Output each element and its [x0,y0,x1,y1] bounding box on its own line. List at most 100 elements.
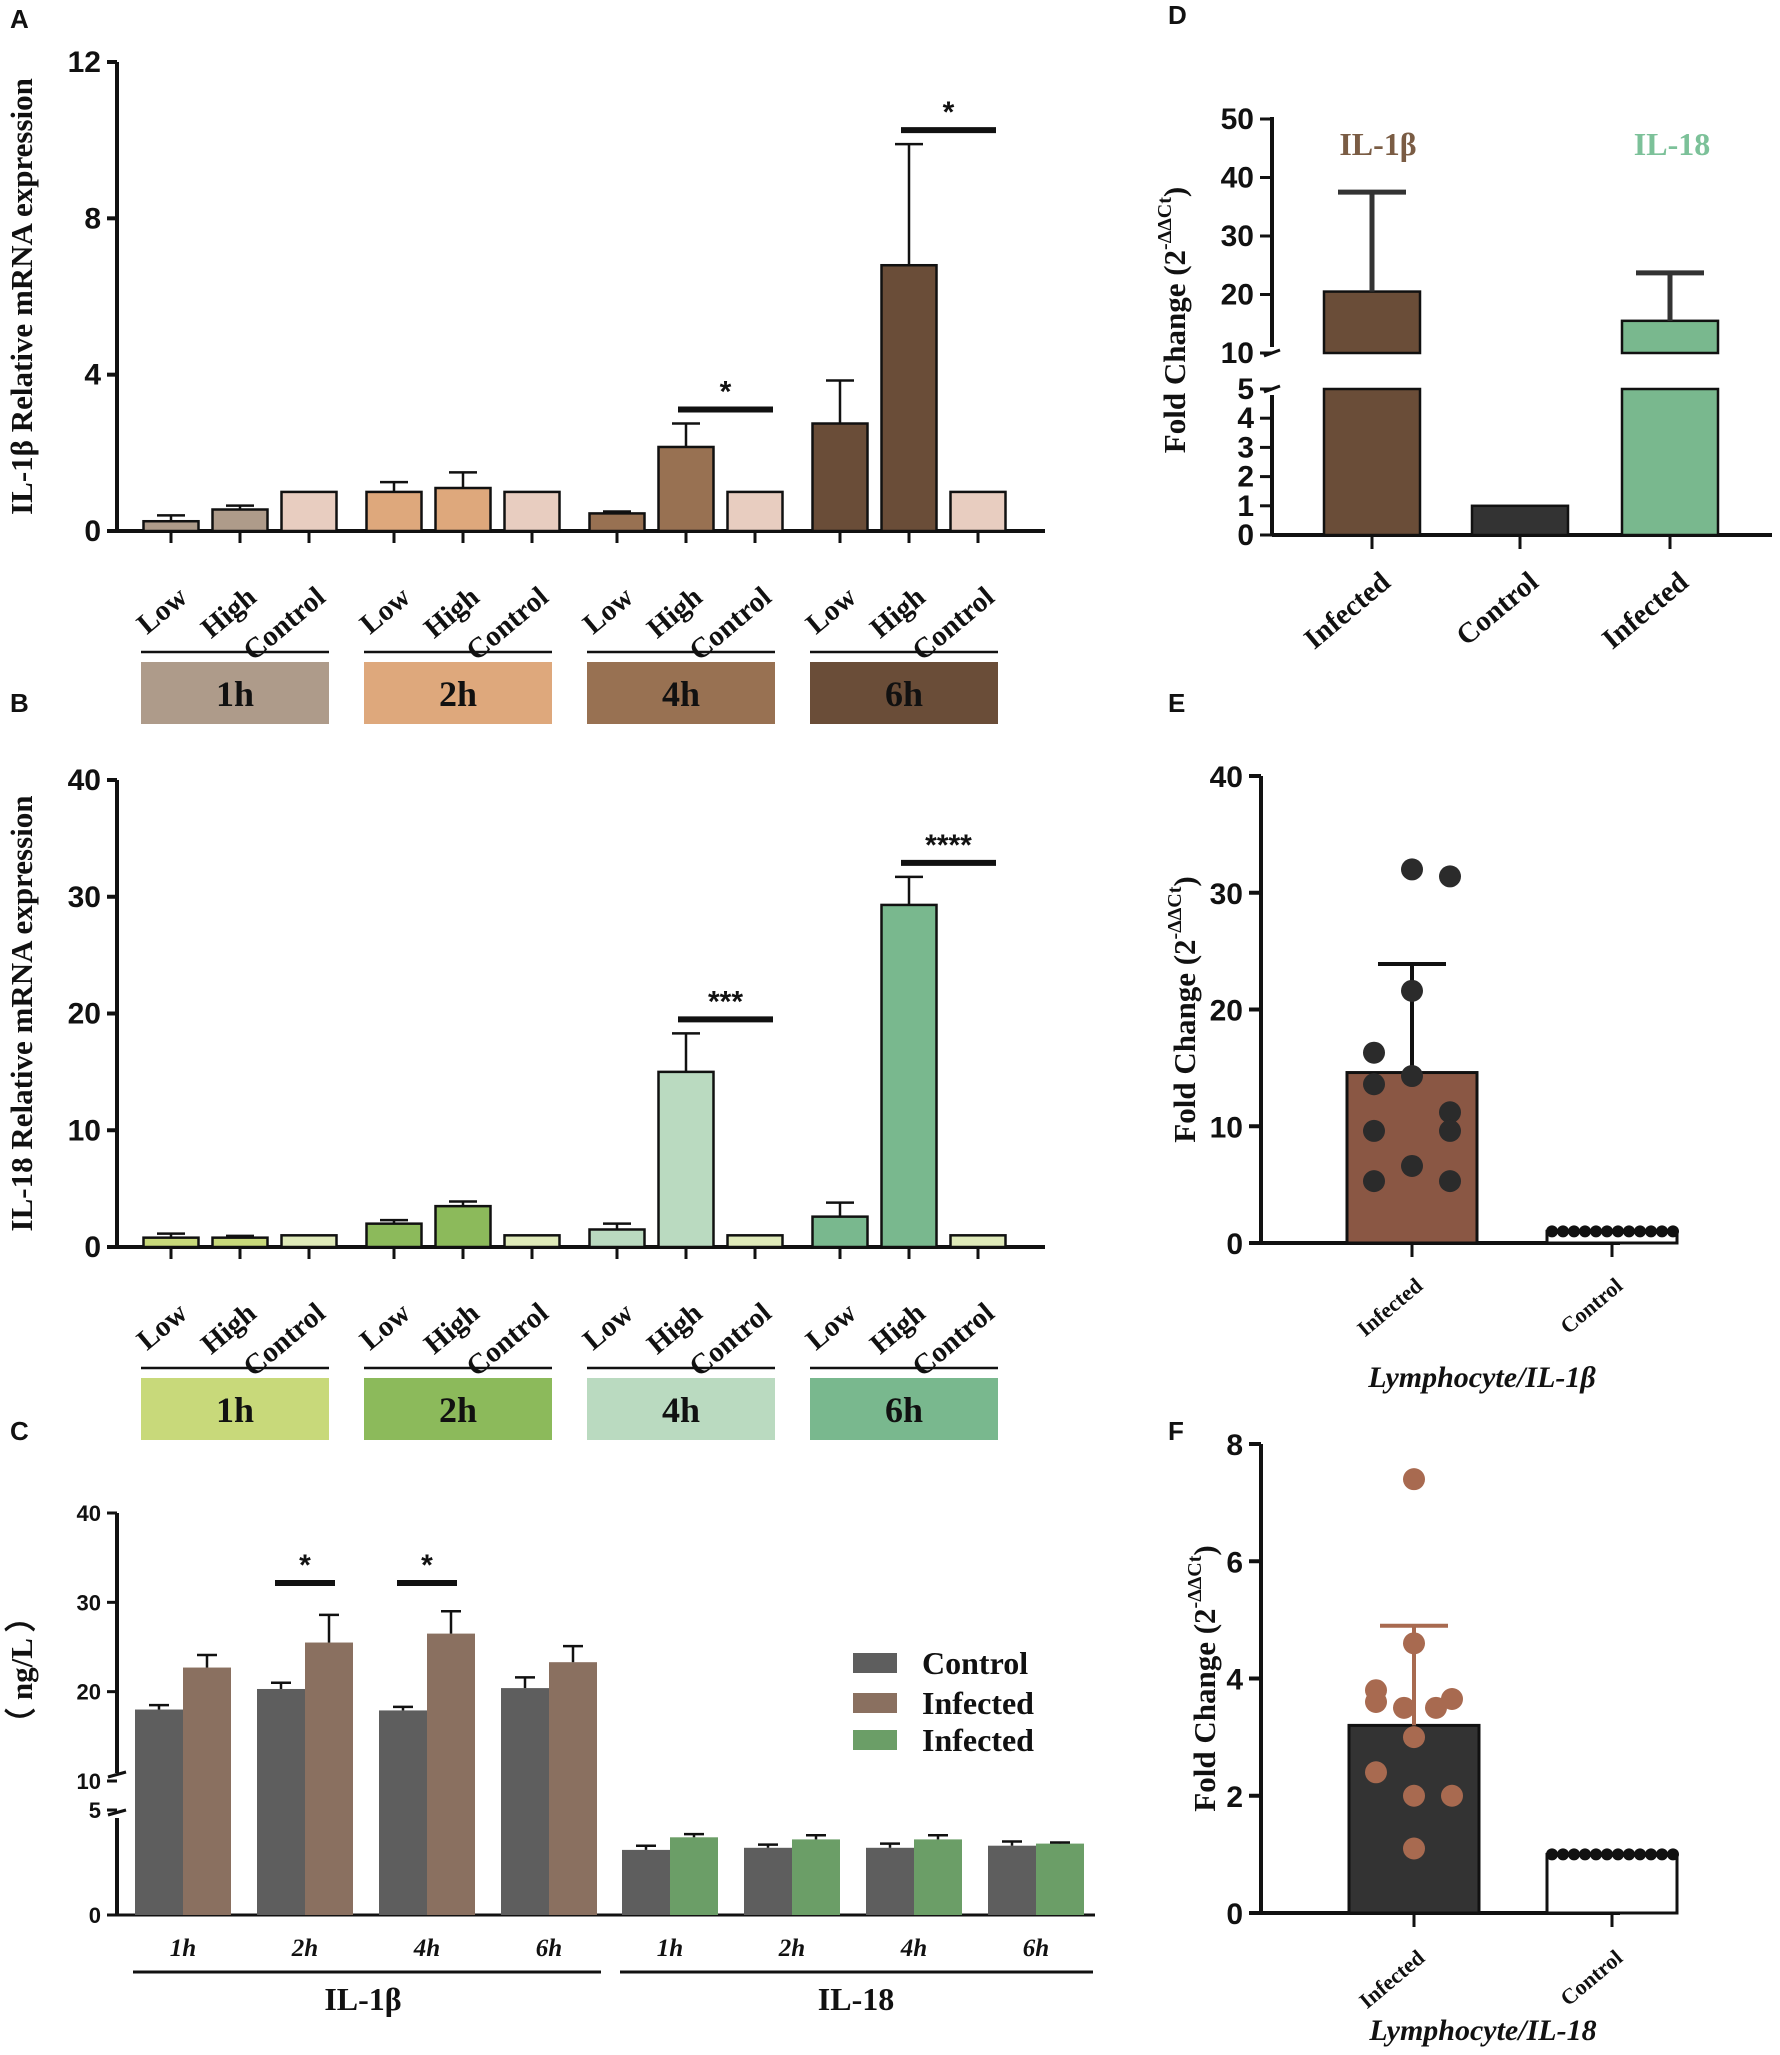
legend-swatch [853,1653,897,1673]
data-point [1667,1848,1679,1861]
bar [280,1234,338,1249]
chart-e: 0 10 20 30 40 Fold Change (2-ΔΔCt) Infected Con… [1164,761,1679,1394]
y-tick-label: 6 [1226,1546,1243,1579]
data-point [1601,1225,1613,1238]
axis-break-mark [107,1808,127,1817]
bar-control [866,1847,914,1915]
y-tick-label: 20 [1221,279,1254,312]
x-tick-label: 2h [778,1935,805,1962]
data-point [1645,1225,1657,1238]
data-point [1403,1632,1425,1655]
x-tick-label: Infected [1354,1945,1429,2014]
data-point [1579,1225,1591,1238]
data-point [1568,1848,1580,1861]
bar [211,1236,269,1249]
data-point [1590,1225,1602,1238]
y-tick-label: 0 [84,515,101,548]
panel-label-b: B [10,688,29,718]
bar [365,1222,423,1249]
x-tick-label: Control [1555,1945,1627,2011]
bar-control [135,1709,183,1915]
y-tick-label: 30 [1210,878,1243,911]
significance-label: * [421,1549,433,1582]
chart-c: 0 5 10 20 30 40 （ ng/L ） 1h 2h 4h 6h 1h 2h 4h 6h IL-1β I… [4,1501,1095,2017]
bar-control [622,1849,670,1915]
data-point [1601,1848,1613,1861]
bar-infected [305,1642,353,1915]
data-point [1656,1848,1668,1861]
time-box-label: 4h [662,1390,700,1430]
x-tick-label: Low [800,581,863,641]
data-point [1645,1848,1657,1861]
data-point [1579,1848,1591,1861]
data-point [1634,1848,1646,1861]
bar [280,490,338,533]
time-box-label: 6h [885,1390,923,1430]
bar [1470,504,1570,537]
y-tick-label: 0 [1237,519,1254,552]
bar [211,508,269,533]
significance-label: * [720,376,732,409]
y-tick-label: 5 [89,1798,101,1823]
time-box [587,1378,775,1440]
bar-control [501,1688,549,1915]
x-tick-label: Low [800,1297,863,1357]
y-tick-label: 8 [1226,1429,1243,1462]
y-tick-label: 2 [1226,1781,1243,1814]
time-box-label: 1h [216,674,254,714]
data-point [1403,1726,1425,1749]
chart-b: 0 10 20 30 40 IL-18 Relative mRNA expression L… [4,764,1045,1440]
bar-lower [1322,387,1422,537]
bar [434,486,492,533]
y-tick-label: 30 [77,1590,101,1615]
bar-control [379,1710,427,1915]
y-tick-label: 2 [1237,461,1254,494]
bar [1347,1723,1481,1915]
bar-infected [427,1633,475,1915]
y-tick-label: 40 [1221,162,1254,195]
data-point [1363,1041,1385,1064]
data-point [1401,1154,1423,1177]
x-axis-title: Lymphocyte/IL-1β [1367,1361,1596,1394]
x-axis-title: Lymphocyte/IL-18 [1368,2014,1596,2047]
y-tick-label: 30 [68,881,101,914]
legend-swatch [853,1693,897,1713]
bar [657,445,715,533]
data-point [1401,858,1423,881]
time-box-label: 6h [885,674,923,714]
bar [726,490,784,533]
x-tick-label: Low [131,581,194,641]
data-point [1656,1225,1668,1238]
bar-infected [914,1839,962,1915]
bar [588,1228,646,1249]
y-axis-label: Fold Change (2-ΔΔCt) [1184,1545,1222,1811]
y-tick-label: 4 [1226,1664,1243,1697]
data-point [1393,1696,1415,1719]
y-tick-label: 0 [89,1903,101,1928]
significance-label: *** [708,985,743,1018]
bar-control [744,1847,792,1915]
legend-label: Infected [922,1685,1034,1721]
x-tick-label: Low [354,1297,417,1357]
axis-break-mark [107,1770,127,1779]
x-tick-label: Low [354,581,417,641]
bar-infected [549,1662,597,1915]
bar [503,1234,561,1249]
bar [949,1234,1007,1249]
x-tick-label: 2h [291,1935,318,1962]
bar [811,422,869,533]
panel-label-a: A [10,4,29,34]
x-tick-label: 4h [900,1935,927,1962]
significance-label: **** [925,829,972,862]
data-point [1363,1119,1385,1142]
significance-label: * [943,96,955,129]
legend-swatch [853,1730,897,1750]
bar-infected [670,1837,718,1915]
bar [726,1234,784,1249]
data-point [1568,1225,1580,1238]
y-tick-label: 10 [77,1769,101,1794]
y-tick-label: 10 [1221,337,1254,370]
x-tick-label: 6h [1023,1935,1049,1962]
data-point [1401,979,1423,1002]
y-tick-label: 0 [1226,1898,1243,1931]
